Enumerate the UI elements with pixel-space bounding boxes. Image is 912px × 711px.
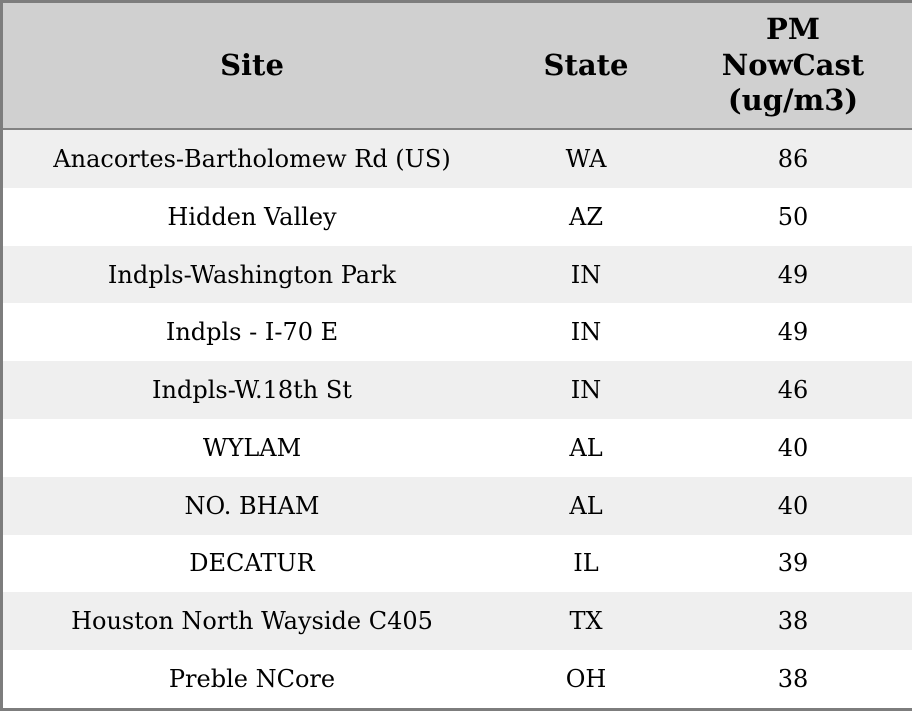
cell-site: Preble NCore	[168, 665, 336, 694]
cell-site: Indpls-W.18th St	[152, 376, 352, 405]
cell-pm: 40	[777, 491, 809, 520]
cell-site: Indpls - I-70 E	[165, 318, 339, 347]
table-row: Anacortes-Bartholomew Rd (US) WA 86	[3, 129, 912, 188]
cell-state: IL	[573, 549, 599, 578]
column-header-pm-nowcast: PM NowCast (ug/m3)	[671, 3, 912, 130]
cell-state: AZ	[568, 202, 603, 231]
table-body: Anacortes-Bartholomew Rd (US) WA 86 Hidden …	[3, 129, 912, 708]
cell-site: WYLAM	[202, 433, 302, 462]
cell-pm: 39	[777, 549, 809, 578]
cell-state: AL	[569, 433, 603, 462]
pm-nowcast-table: Site State PM NowCast (ug/m3) Anacortes-…	[3, 3, 912, 708]
cell-site: NO. BHAM	[184, 491, 320, 520]
column-header-pm-nowcast-label: PM NowCast (ug/m3)	[721, 12, 865, 118]
cell-site: Hidden Valley	[167, 202, 337, 231]
column-header-state: State	[501, 3, 671, 130]
table-row: Indpls-W.18th St IN 46	[3, 361, 912, 419]
column-header-site: Site	[3, 3, 501, 130]
cell-state: WA	[565, 144, 607, 173]
cell-state: IN	[570, 318, 602, 347]
cell-state: OH	[565, 665, 607, 694]
cell-state: IN	[570, 260, 602, 289]
cell-state: IN	[570, 376, 602, 405]
cell-state: TX	[569, 607, 603, 636]
cell-pm: 86	[777, 144, 809, 173]
cell-pm: 40	[777, 433, 809, 462]
cell-pm: 50	[777, 202, 809, 231]
table-row: Preble NCore OH 38	[3, 650, 912, 708]
table-row: DECATUR IL 39	[3, 534, 912, 593]
table-row: Houston North Wayside C405 TX 38	[3, 592, 912, 651]
header-row: Site State PM NowCast (ug/m3)	[3, 3, 912, 130]
table-row: Indpls - I-70 E IN 49	[3, 303, 912, 362]
cell-pm: 49	[777, 260, 809, 289]
table-row: NO. BHAM AL 40	[3, 476, 912, 535]
cell-site: DECATUR	[189, 549, 315, 578]
cell-state: AL	[569, 491, 603, 520]
cell-pm: 38	[777, 607, 809, 636]
cell-pm: 49	[777, 318, 809, 347]
cell-site: Indpls-Washington Park	[107, 260, 397, 289]
cell-pm: 38	[777, 665, 809, 694]
cell-pm: 46	[777, 376, 809, 405]
cell-site: Houston North Wayside C405	[71, 607, 433, 636]
table-row: WYLAM AL 40	[3, 419, 912, 477]
table-row: Hidden Valley AZ 50	[3, 187, 912, 246]
cell-site: Anacortes-Bartholomew Rd (US)	[53, 144, 451, 173]
table-row: Indpls-Washington Park IN 49	[3, 245, 912, 304]
